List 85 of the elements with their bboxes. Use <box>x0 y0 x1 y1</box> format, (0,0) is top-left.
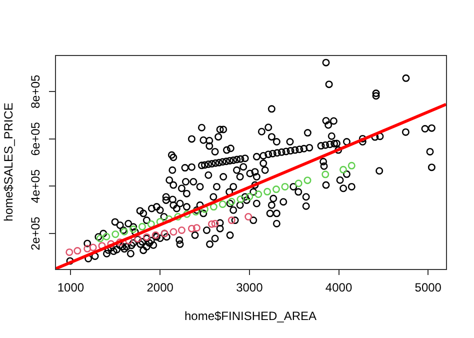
point <box>300 144 308 152</box>
point <box>165 215 173 223</box>
point <box>278 148 286 156</box>
point <box>339 166 347 174</box>
point <box>218 158 226 166</box>
point <box>286 147 294 155</box>
point <box>130 226 138 234</box>
point <box>264 188 272 196</box>
point <box>226 156 234 164</box>
point <box>116 238 124 246</box>
point <box>74 247 82 255</box>
point <box>260 152 268 160</box>
point <box>192 224 200 232</box>
point <box>332 140 340 148</box>
point <box>358 134 366 142</box>
point <box>348 162 356 170</box>
point <box>204 160 212 168</box>
y-tick-label: 4e+05 <box>28 169 42 204</box>
point <box>322 141 330 149</box>
point <box>188 163 196 171</box>
x-tick-label: 5000 <box>414 280 442 295</box>
point <box>330 140 338 148</box>
point <box>201 161 209 169</box>
point <box>218 200 226 208</box>
point <box>198 162 206 170</box>
point <box>428 124 436 132</box>
point <box>296 146 304 154</box>
point <box>138 222 146 230</box>
x-tick-label: 1000 <box>57 280 84 295</box>
point <box>322 170 330 178</box>
point <box>291 146 299 154</box>
point <box>241 154 249 162</box>
point <box>183 210 191 218</box>
point <box>147 220 155 228</box>
y-tick-label: 8e+05 <box>28 74 42 109</box>
point <box>342 138 350 146</box>
point <box>246 192 254 200</box>
y-tick-label: 2e+05 <box>28 216 42 250</box>
point <box>326 140 334 148</box>
point <box>273 149 281 157</box>
x-axis-title: home$FINISHED_AREA <box>184 309 317 324</box>
x-tick-label: 2000 <box>146 280 174 295</box>
point <box>168 166 176 174</box>
point <box>212 159 220 167</box>
point <box>170 228 178 236</box>
point <box>178 226 186 234</box>
x-tick-label: 3000 <box>236 280 264 295</box>
y-axis-title: home$SALES_PRICE <box>2 102 16 222</box>
point <box>208 160 216 168</box>
y-tick-label: 6e+05 <box>28 122 42 156</box>
point <box>244 212 252 220</box>
point <box>252 152 260 160</box>
point <box>304 176 312 184</box>
point <box>317 142 325 150</box>
point <box>236 155 244 163</box>
point <box>268 150 276 158</box>
point <box>89 244 97 252</box>
point <box>208 220 216 228</box>
point <box>282 148 290 156</box>
point <box>181 164 189 172</box>
point <box>210 203 218 211</box>
x-tick-label: 4000 <box>325 280 352 295</box>
point <box>228 216 236 224</box>
point <box>233 156 241 164</box>
point <box>112 230 120 238</box>
point <box>102 232 110 240</box>
point <box>264 150 272 158</box>
point <box>66 248 74 256</box>
point <box>306 144 314 152</box>
point <box>281 182 289 190</box>
point <box>272 186 280 194</box>
point <box>421 125 429 133</box>
point <box>211 220 219 228</box>
point <box>222 158 230 166</box>
point <box>84 244 92 252</box>
point <box>254 190 262 198</box>
point <box>376 132 384 140</box>
point <box>188 224 196 232</box>
point <box>215 158 223 166</box>
point <box>230 156 238 164</box>
point <box>294 180 302 188</box>
point <box>236 195 244 203</box>
point <box>107 240 115 248</box>
point <box>174 212 182 220</box>
point <box>402 128 410 136</box>
